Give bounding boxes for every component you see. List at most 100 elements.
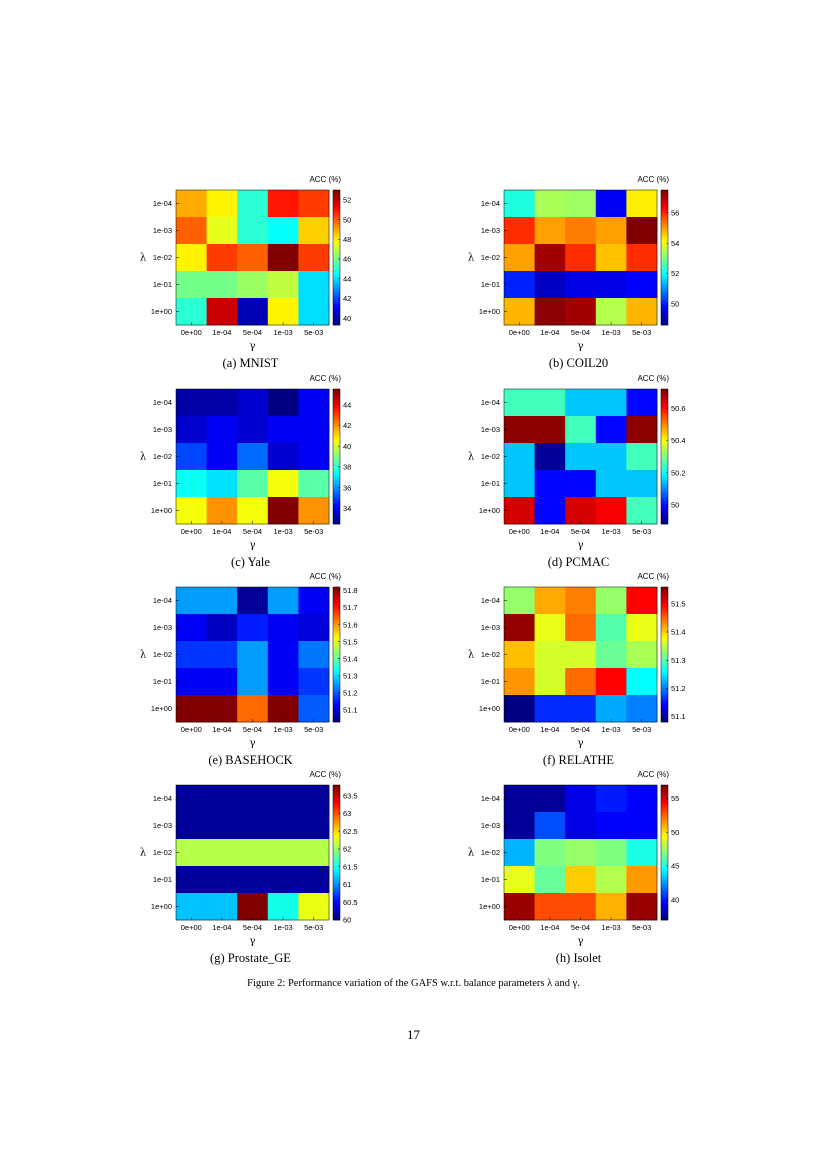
colorbar-segment	[333, 211, 340, 214]
colorbar-tick-label: 51.1	[671, 712, 686, 721]
colorbar-segment	[661, 608, 668, 611]
heatmap-cell	[298, 443, 330, 471]
x-tick-label: 5e-04	[243, 725, 262, 734]
colorbar-segment	[333, 884, 340, 887]
colorbar-segment	[661, 291, 668, 294]
colorbar-segment	[661, 816, 668, 820]
colorbar-segment	[661, 715, 668, 719]
colorbar-segment	[661, 412, 668, 415]
colorbar-segment	[661, 433, 668, 436]
colorbar-segment	[333, 822, 340, 826]
colorbar-segment	[661, 257, 668, 260]
heatmap-cell	[565, 641, 597, 669]
colorbar-segment	[333, 318, 340, 322]
heatmap-cell	[504, 244, 535, 272]
colorbar-segment	[661, 648, 668, 651]
colorbar-segment	[661, 684, 668, 687]
colorbar-segment	[333, 820, 340, 824]
colorbar-segment	[333, 791, 340, 794]
heatmap-cell	[534, 641, 566, 669]
colorbar-segment	[661, 850, 668, 853]
y-tick-label: 1e+00	[151, 902, 172, 911]
heatmap-cell	[206, 244, 238, 272]
colorbar-segment	[333, 799, 340, 803]
colorbar-segment	[333, 268, 340, 271]
y-tick-label: 1e-02	[481, 452, 500, 461]
colorbar-segment	[661, 896, 668, 900]
colorbar-segment	[333, 460, 340, 464]
colorbar-segment	[661, 452, 668, 455]
colorbar-segment	[661, 420, 668, 424]
colorbar-title: ACC (%)	[309, 572, 341, 581]
colorbar-segment	[661, 860, 668, 864]
heatmap-cell	[595, 893, 627, 921]
heatmap-cell	[176, 893, 207, 921]
x-axis-label: γ	[250, 540, 256, 551]
colorbar-segment	[661, 669, 668, 672]
colorbar-segment	[333, 441, 340, 445]
colorbar-segment	[661, 785, 668, 788]
colorbar-tick-label: 50	[343, 215, 351, 224]
colorbar-segment	[661, 907, 668, 910]
heatmap-cell	[298, 641, 330, 669]
colorbar-segment	[661, 633, 668, 636]
colorbar-segment	[661, 660, 668, 664]
colorbar-segment	[661, 627, 668, 630]
colorbar-segment	[333, 238, 340, 241]
colorbar-segment	[333, 426, 340, 430]
heatmap-cell	[565, 866, 597, 894]
colorbar-segment	[333, 612, 340, 615]
x-tick-label: 1e-04	[540, 923, 559, 932]
heatmap-cell	[504, 443, 535, 471]
colorbar-segment	[333, 905, 340, 908]
colorbar-segment	[333, 837, 340, 841]
colorbar-tick-label: 51.4	[671, 628, 686, 637]
colorbar-segment	[333, 679, 340, 683]
heatmap-cell	[504, 497, 535, 525]
colorbar-segment	[333, 312, 340, 315]
colorbar-frame	[332, 784, 341, 921]
colorbar-segment	[661, 671, 668, 674]
colorbar-segment	[661, 901, 668, 904]
colorbar-segment	[661, 841, 668, 845]
y-axis-label: λ	[140, 253, 147, 264]
colorbar-segment	[333, 593, 340, 596]
colorbar-segment	[661, 297, 668, 300]
heatmap-cell	[237, 190, 269, 218]
colorbar-frame	[660, 388, 669, 525]
heatmap-cell	[626, 668, 658, 696]
panel-caption: (g) Prostate_GE	[210, 951, 291, 965]
colorbar-segment	[333, 291, 340, 294]
heatmap-cell	[504, 298, 535, 326]
colorbar-segment	[661, 509, 668, 512]
colorbar-segment	[333, 839, 340, 843]
panel-caption: (f) RELATHE	[543, 753, 615, 767]
y-tick-label: 1e-01	[481, 875, 500, 884]
colorbar-tick-label: 51.5	[343, 637, 358, 646]
colorbar-segment	[661, 646, 668, 649]
colorbar-tick-label: 45	[671, 862, 679, 871]
colorbar-segment	[333, 658, 340, 662]
colorbar-segment	[661, 801, 668, 805]
colorbar-segment	[661, 818, 668, 822]
colorbar-segment	[661, 221, 668, 225]
colorbar-tick-label: 51.3	[671, 656, 686, 665]
colorbar-segment	[661, 502, 668, 506]
colorbar-segment	[333, 429, 340, 432]
colorbar-segment	[661, 656, 668, 660]
y-tick-label: 1e+00	[151, 307, 172, 316]
colorbar-segment	[661, 865, 668, 868]
heatmap-cell	[595, 497, 627, 525]
colorbar-segment	[661, 605, 668, 609]
heatmap-cell	[206, 470, 238, 498]
y-tick-label: 1e-04	[153, 596, 172, 605]
colorbar-tick-label: 50.2	[671, 468, 686, 477]
colorbar-tick-label: 51.2	[343, 689, 358, 698]
heatmap-cell	[267, 866, 299, 894]
colorbar-segment	[333, 603, 340, 607]
heatmap-cell	[237, 271, 269, 299]
heatmap-cell	[267, 839, 299, 867]
heatmap-cell	[626, 416, 658, 444]
colorbar-segment	[333, 803, 340, 807]
colorbar-segment	[333, 416, 340, 419]
